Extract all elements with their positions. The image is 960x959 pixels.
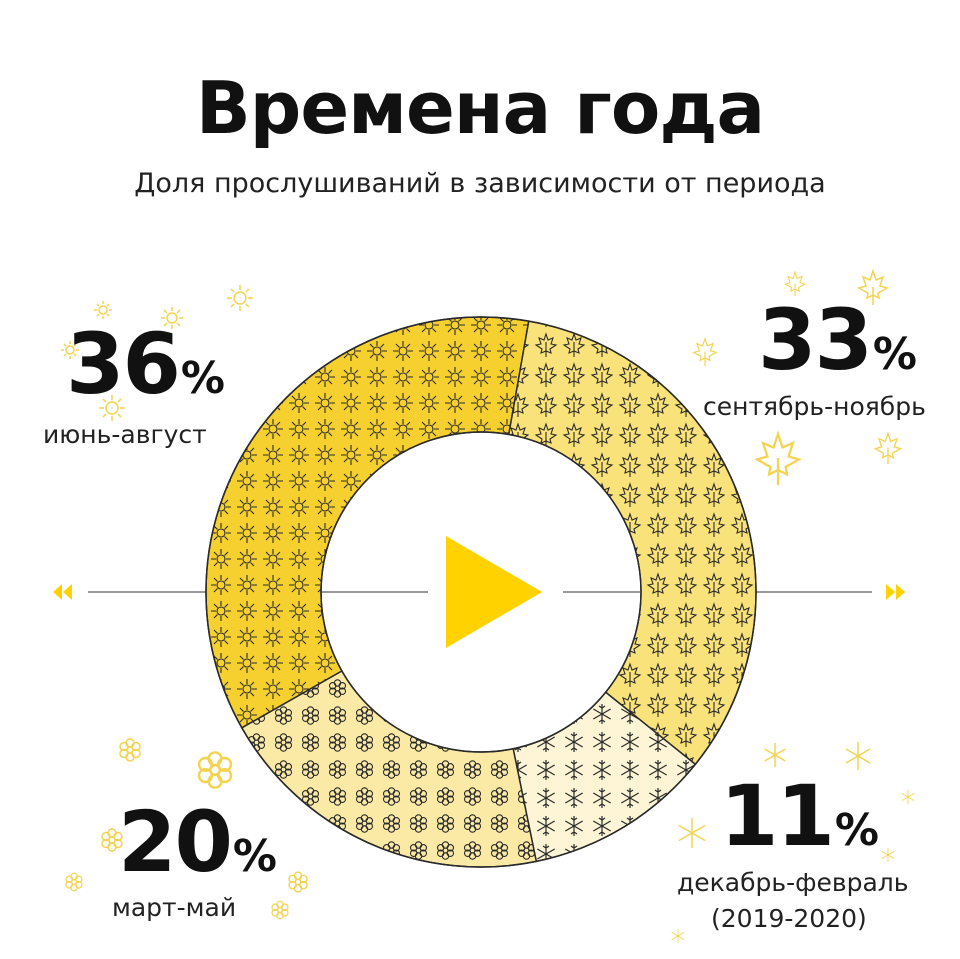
spring-value: 20 bbox=[118, 793, 233, 891]
snowflake-icon bbox=[881, 847, 895, 863]
autumn-value: 33 bbox=[758, 291, 873, 389]
donut-slices bbox=[205, 316, 757, 868]
slice-summer-pattern bbox=[205, 316, 530, 729]
slice-autumn-pattern bbox=[507, 320, 757, 766]
donut-outer-ring bbox=[205, 316, 757, 868]
summer-period: июнь-август bbox=[43, 420, 207, 449]
flower-icon bbox=[271, 900, 289, 920]
page-subtitle: Доля прослушиваний в зависимости от пери… bbox=[134, 168, 826, 199]
winter-period-line1: декабрь-февраль bbox=[677, 868, 909, 897]
flower-icon bbox=[288, 871, 308, 893]
flower-icon bbox=[197, 751, 233, 789]
maple-leaf-icon bbox=[692, 336, 718, 367]
sun-icon bbox=[61, 341, 79, 359]
summer-value: 36 bbox=[66, 315, 181, 413]
snowflake-icon bbox=[764, 743, 786, 767]
maple-leaf-icon bbox=[783, 270, 807, 296]
winter-period-line2: (2019-2020) bbox=[711, 904, 867, 933]
percent-sign: % bbox=[834, 805, 879, 856]
snowflake-icon bbox=[845, 742, 871, 770]
summer-percent: 36% bbox=[66, 322, 225, 406]
flower-icon bbox=[101, 828, 123, 852]
maple-leaf-icon bbox=[873, 431, 903, 465]
sun-icon bbox=[99, 395, 125, 421]
percent-sign: % bbox=[872, 329, 917, 380]
autumn-percent: 33% bbox=[758, 298, 917, 382]
autumn-period: сентябрь-ноябрь bbox=[703, 392, 926, 421]
spring-period: март-май bbox=[112, 893, 237, 922]
play-icon[interactable] bbox=[446, 536, 542, 648]
flower-icon bbox=[119, 738, 141, 762]
rewind-icon[interactable] bbox=[53, 584, 72, 600]
percent-sign: % bbox=[232, 831, 277, 882]
fast-forward-icon[interactable] bbox=[886, 584, 905, 600]
page-title: Времена года bbox=[195, 66, 765, 150]
snowflake-icon bbox=[671, 928, 685, 944]
percent-sign: % bbox=[180, 353, 225, 404]
flower-icon bbox=[65, 872, 83, 892]
snowflake-icon bbox=[901, 789, 915, 805]
winter-percent: 11% bbox=[720, 774, 879, 858]
sun-icon bbox=[227, 285, 253, 311]
spring-percent: 20% bbox=[118, 800, 277, 884]
maple-leaf-icon bbox=[857, 268, 889, 305]
sun-icon bbox=[161, 307, 183, 329]
maple-leaf-icon bbox=[754, 430, 802, 485]
snowflake-icon bbox=[678, 818, 706, 848]
winter-value: 11 bbox=[720, 767, 835, 865]
deco-icons bbox=[61, 268, 915, 944]
sun-icon bbox=[94, 301, 112, 319]
donut-inner-ring bbox=[320, 431, 642, 753]
